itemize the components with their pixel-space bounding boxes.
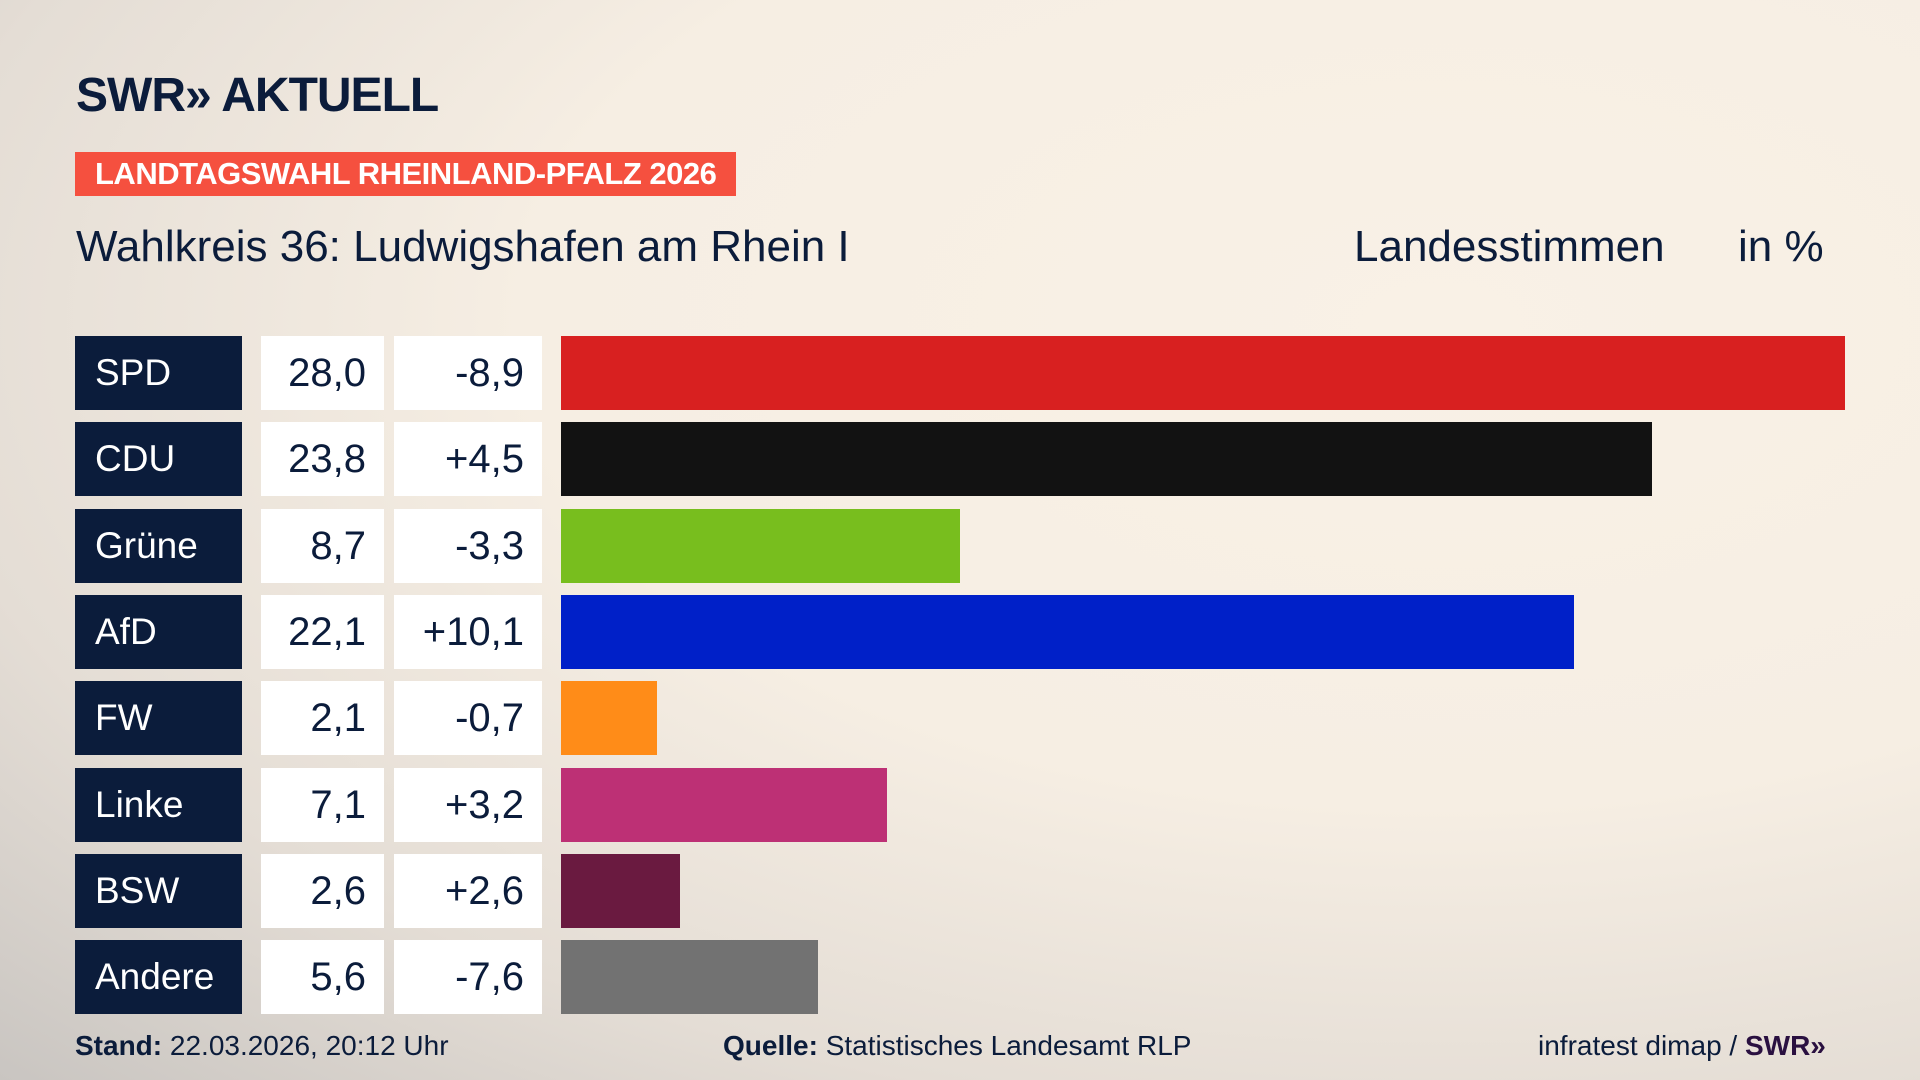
value-label: 5,6 (261, 940, 384, 1015)
party-label: SPD (75, 336, 242, 410)
value-label: 2,6 (261, 853, 384, 928)
bar-row: AfD 22,1 +10,1 (75, 594, 1875, 669)
bar-row: BSW 2,6 +2,6 (75, 853, 1875, 928)
bar-row: Andere 5,6 -7,6 (75, 940, 1875, 1015)
bar-spd (561, 336, 1845, 410)
change-label: +2,6 (394, 853, 542, 928)
source-info: Quelle: Statistisches Landesamt RLP (723, 1030, 1191, 1062)
party-label: Andere (75, 940, 242, 1015)
source-label: Quelle: (723, 1030, 818, 1061)
party-label: FW (75, 681, 242, 756)
party-label: Grüne (75, 508, 242, 583)
party-label: BSW (75, 853, 242, 928)
party-label: AfD (75, 594, 242, 669)
value-label: 8,7 (261, 508, 384, 583)
source-value: Statistisches Landesamt RLP (825, 1030, 1192, 1061)
stand-label: Stand: (75, 1030, 163, 1061)
bar-row: SPD 28,0 -8,9 (75, 336, 1875, 410)
change-label: +10,1 (394, 594, 542, 669)
swr-logo: SWR» (1744, 1030, 1826, 1061)
bar-afd (561, 594, 1575, 669)
change-label: -7,6 (394, 940, 542, 1015)
party-label: Linke (75, 767, 242, 842)
change-label: +3,2 (394, 767, 542, 842)
party-label: CDU (75, 422, 242, 497)
bar-row: CDU 23,8 +4,5 (75, 422, 1875, 497)
change-label: -0,7 (394, 681, 542, 756)
change-label: -8,9 (394, 336, 542, 410)
credit: infratest dimap / SWR» (1538, 1030, 1826, 1062)
election-banner: LANDTAGSWAHL RHEINLAND-PFALZ 2026 (75, 152, 737, 196)
measure-label: Landesstimmen (1354, 222, 1665, 271)
bar-andere (561, 940, 818, 1015)
page-title: Wahlkreis 36: Ludwigshafen am Rhein I (76, 222, 850, 271)
bar-row: Linke 7,1 +3,2 (75, 767, 1875, 842)
value-label: 23,8 (261, 422, 384, 497)
bar-grüne (561, 508, 960, 583)
value-label: 7,1 (261, 767, 384, 842)
bar-row: FW 2,1 -0,7 (75, 681, 1875, 756)
swr-aktuell-logo: SWR» AKTUELL (76, 69, 439, 122)
bar-cdu (561, 422, 1653, 497)
stand-info: Stand: 22.03.2026, 20:12 Uhr (75, 1030, 449, 1062)
bar-row: Grüne 8,7 -3,3 (75, 508, 1875, 583)
credit-text: infratest dimap / (1538, 1030, 1745, 1061)
value-label: 2,1 (261, 681, 384, 756)
bar-fw (561, 681, 658, 756)
bar-linke (561, 767, 887, 842)
bar-bsw (561, 853, 681, 928)
value-label: 22,1 (261, 594, 384, 669)
stand-value: 22.03.2026, 20:12 Uhr (169, 1030, 449, 1061)
value-label: 28,0 (261, 336, 384, 410)
unit-label: in % (1738, 222, 1824, 271)
change-label: -3,3 (394, 508, 542, 583)
change-label: +4,5 (394, 422, 542, 497)
